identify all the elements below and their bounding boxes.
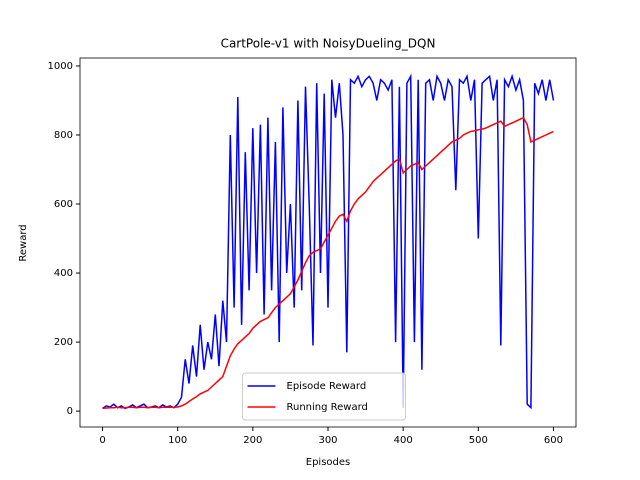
y-tick-label: 200 bbox=[54, 337, 73, 348]
x-tick-label: 500 bbox=[469, 435, 488, 446]
y-axis-label: Reward bbox=[18, 224, 29, 261]
x-tick-label: 300 bbox=[318, 435, 337, 446]
plot-frame bbox=[79, 57, 577, 428]
x-tick-label: 600 bbox=[544, 435, 563, 446]
x-tick-label: 200 bbox=[243, 435, 262, 446]
y-tick-label: 0 bbox=[67, 406, 73, 417]
y-tick-label: 800 bbox=[54, 130, 73, 141]
legend-box bbox=[242, 372, 406, 421]
y-tick-label: 1000 bbox=[48, 61, 73, 72]
x-tick-label: 400 bbox=[394, 435, 413, 446]
series-line bbox=[102, 73, 555, 410]
x-tick-label: 100 bbox=[168, 435, 187, 446]
legend-label: Episode Reward bbox=[287, 381, 367, 392]
y-tick-label: 600 bbox=[54, 199, 73, 210]
y-tick-label: 400 bbox=[54, 268, 73, 279]
series-line bbox=[102, 116, 554, 410]
legend-label: Running Reward bbox=[287, 402, 368, 413]
chart-title: CartPole-v1 with NoisyDueling_DQN bbox=[221, 37, 436, 51]
x-tick-label: 0 bbox=[99, 435, 105, 446]
x-axis-label: Episodes bbox=[306, 457, 350, 468]
